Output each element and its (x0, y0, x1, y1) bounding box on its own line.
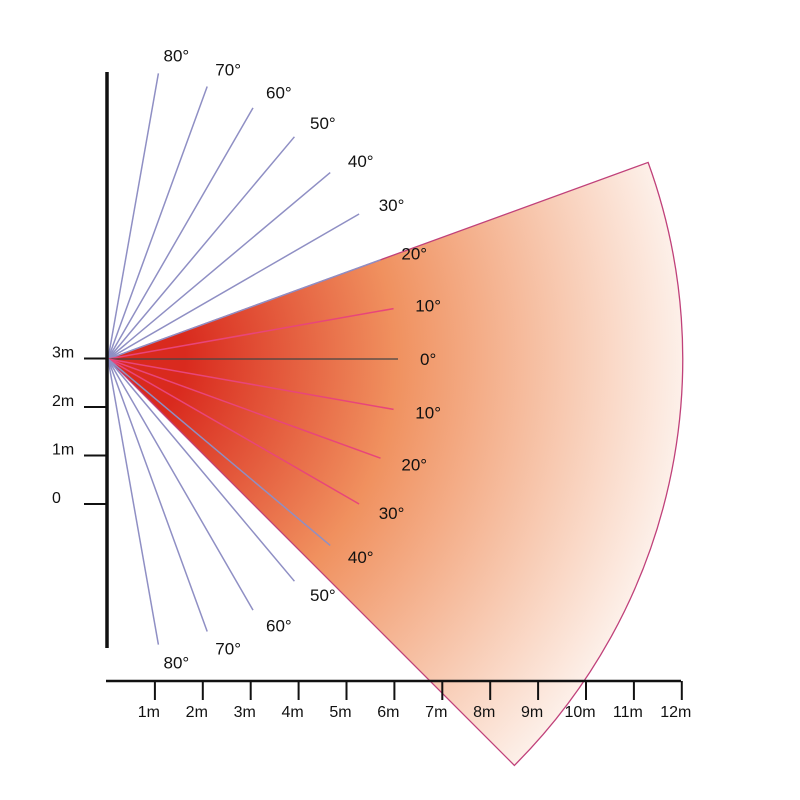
angle-label-up-50: 50° (310, 114, 336, 133)
angle-label-up-40: 40° (348, 152, 374, 171)
h-tick-label-1: 1m (138, 704, 160, 721)
horizontal-axis-ticks: 1m 2m 3m 4m 5m 6m 7m 8m 9m 10m 11m 12m (138, 681, 691, 721)
angle-label-down-80: 80° (164, 653, 190, 672)
ray-up-30 (107, 213, 360, 360)
h-tick-label-9: 9m (521, 704, 543, 721)
ray-up-20 (107, 259, 381, 360)
h-tick-label-5: 5m (329, 704, 351, 721)
h-tick-label-2: 2m (186, 704, 208, 721)
h-tick-label-10: 10m (564, 704, 595, 721)
h-tick-label-11: 11m (613, 704, 643, 721)
angle-label-down-40: 40° (348, 548, 374, 567)
angle-label-down-20: 20° (401, 455, 427, 474)
ray-down-50 (107, 358, 295, 582)
angle-label-up-70: 70° (215, 61, 241, 80)
h-tick-label-3: 3m (234, 704, 256, 721)
ray-up-70 (107, 86, 208, 360)
ray-up-60 (107, 107, 254, 360)
angle-label-down-50: 50° (310, 586, 336, 605)
angle-rays: 80° 70° 60° 50° 40° 30° 20° 10° 0° 10° 20° 30° 40° 50… (107, 47, 441, 672)
v-tick-label-0: 0 (52, 490, 61, 507)
angle-label-center-0: 0° (420, 350, 436, 369)
angle-label-up-30: 30° (379, 196, 405, 215)
h-tick-label-12: 12m (660, 704, 691, 721)
ray-down-40 (107, 358, 331, 546)
v-tick-label-3: 3m (52, 345, 74, 362)
angle-label-up-80: 80° (164, 47, 190, 66)
h-tick-label-7: 7m (425, 704, 447, 721)
ray-up-40 (107, 172, 331, 360)
angle-label-down-30: 30° (379, 504, 405, 523)
ray-down-80 (107, 358, 160, 645)
ray-down-30 (107, 358, 360, 505)
angle-label-up-60: 60° (266, 83, 292, 102)
vertical-axis-ticks: 3m 2m 1m 0 (52, 345, 107, 507)
ray-down-60 (107, 358, 254, 611)
h-tick-label-8: 8m (473, 704, 495, 721)
angle-label-down-10: 10° (415, 404, 441, 423)
ray-down-70 (107, 358, 208, 632)
ray-up-50 (107, 136, 295, 360)
ray-down-10 (107, 358, 394, 411)
angle-label-up-20: 20° (401, 245, 427, 264)
angle-label-up-10: 10° (415, 297, 441, 316)
h-tick-label-4: 4m (281, 704, 303, 721)
ray-down-20 (107, 358, 381, 459)
ray-up-10 (107, 307, 394, 360)
angle-label-down-60: 60° (266, 617, 292, 636)
angle-label-down-70: 70° (215, 639, 241, 658)
ray-up-80 (107, 73, 160, 360)
coverage-zone (106, 161, 684, 767)
coverage-cone (106, 161, 684, 767)
h-tick-label-6: 6m (377, 704, 399, 721)
v-tick-label-2: 2m (52, 393, 74, 410)
v-tick-label-1: 1m (52, 442, 74, 459)
